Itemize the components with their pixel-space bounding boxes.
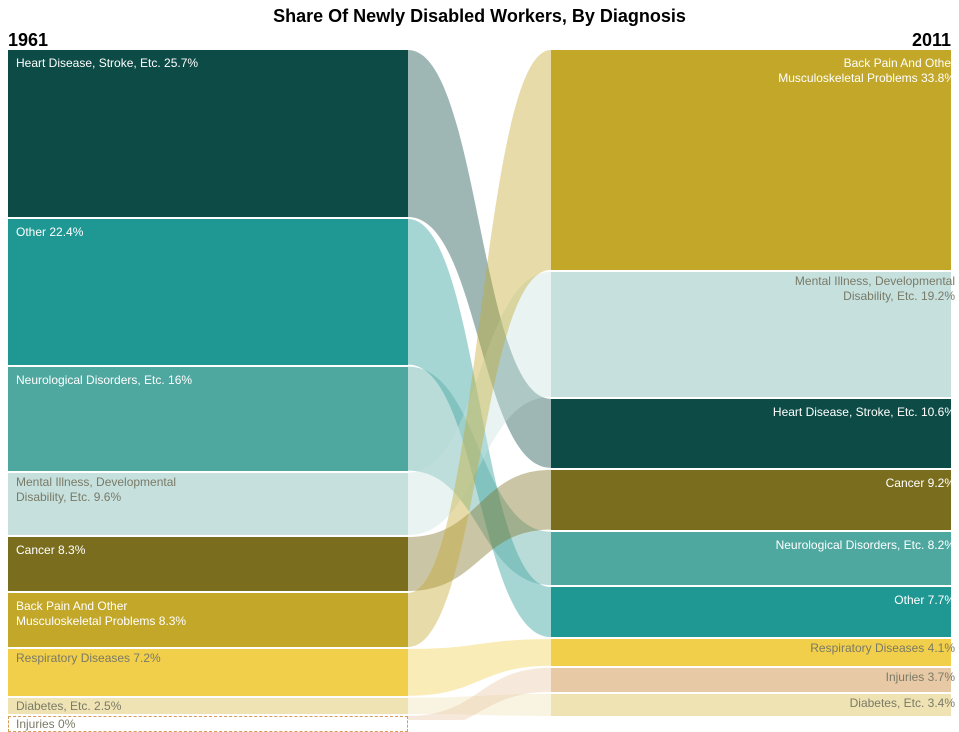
block-left-diab — [8, 698, 408, 714]
block-right-cancer — [551, 470, 951, 530]
block-left-inj — [8, 716, 408, 732]
block-right-mental — [551, 272, 951, 397]
block-right-resp — [551, 639, 951, 666]
block-right-other — [551, 587, 951, 637]
block-left-back — [8, 593, 408, 647]
block-right-inj — [551, 668, 951, 692]
chart-stage: Share Of Newly Disabled Workers, By Diag… — [0, 0, 959, 720]
block-left-cancer — [8, 537, 408, 591]
block-left-other — [8, 219, 408, 365]
block-left-neuro — [8, 367, 408, 471]
block-left-heart — [8, 50, 408, 217]
block-right-back — [551, 50, 951, 270]
block-left-mental — [8, 473, 408, 535]
block-left-resp — [8, 649, 408, 696]
block-right-diab — [551, 694, 951, 716]
block-right-neuro — [551, 532, 951, 585]
block-right-heart — [551, 399, 951, 468]
